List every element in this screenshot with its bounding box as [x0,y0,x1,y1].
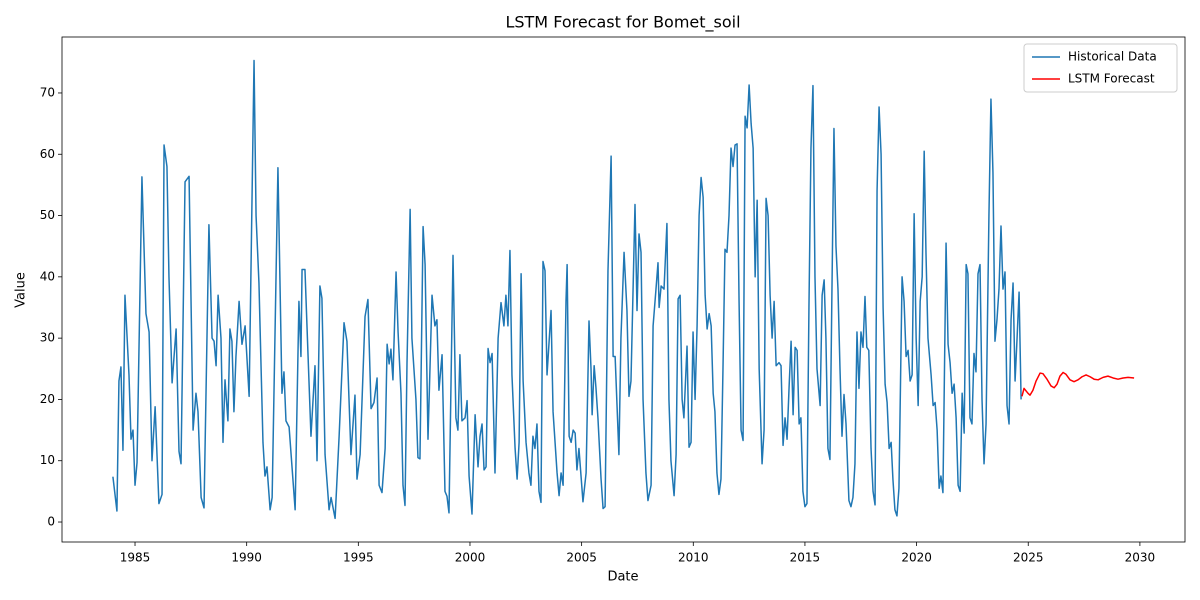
x-tick-label: 1995 [343,551,374,565]
y-tick-label: 70 [40,85,55,99]
plot-frame [61,36,1186,543]
y-tick-label: 0 [47,515,55,529]
series-line [1021,371,1135,397]
series-line [112,59,1022,520]
legend-label: LSTM Forecast [1068,72,1155,86]
x-tick-label: 2005 [566,551,597,565]
x-tick-label: 2025 [1013,551,1044,565]
x-tick-label: 1985 [120,551,151,565]
y-tick-label: 50 [40,208,55,222]
y-axis-label: Value [14,272,29,308]
y-tick-label: 10 [40,453,55,467]
x-tick-label: 2000 [455,551,486,565]
x-axis-label: Date [607,570,638,585]
x-tick-label: 2020 [901,551,932,565]
legend-box [1023,43,1178,93]
y-tick-label: 60 [40,147,55,161]
y-tick-label: 40 [40,269,55,283]
x-tick-label: 2030 [1125,551,1156,565]
chart-title: LSTM Forecast for Bomet_soil [505,13,740,33]
x-tick-label: 1990 [231,551,262,565]
legend-label: Historical Data [1068,50,1157,64]
y-tick-label: 30 [40,331,55,345]
x-tick-label: 2010 [678,551,709,565]
y-tick-label: 20 [40,392,55,406]
x-tick-label: 2015 [790,551,821,565]
